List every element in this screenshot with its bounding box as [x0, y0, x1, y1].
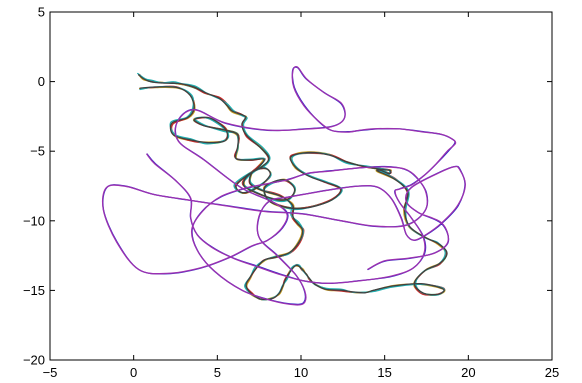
tick-layer: −5 0 5 10 15 20 25 5 0 −5 −10 −15 −20: [23, 5, 559, 381]
x-tick-label: 10: [294, 365, 308, 380]
series-line-6: [137, 74, 448, 301]
x-tick-label: 0: [130, 365, 137, 380]
x-tick-label: 5: [214, 365, 221, 380]
y-tick-label: 0: [38, 74, 45, 89]
series-layer: [101, 66, 466, 306]
y-tick-label: −10: [23, 213, 45, 228]
y-tick-label: −15: [23, 283, 45, 298]
y-tick-label: −20: [23, 353, 45, 368]
x-tick-label: −5: [43, 365, 58, 380]
y-tick-label: −5: [30, 144, 45, 159]
x-tick-label: 15: [377, 365, 391, 380]
x-tick-label: 20: [461, 365, 475, 380]
series-line-7: [101, 66, 466, 306]
y-tick-label: 5: [38, 5, 45, 20]
x-tick-label: 25: [545, 365, 559, 380]
plot-area: [50, 12, 552, 360]
